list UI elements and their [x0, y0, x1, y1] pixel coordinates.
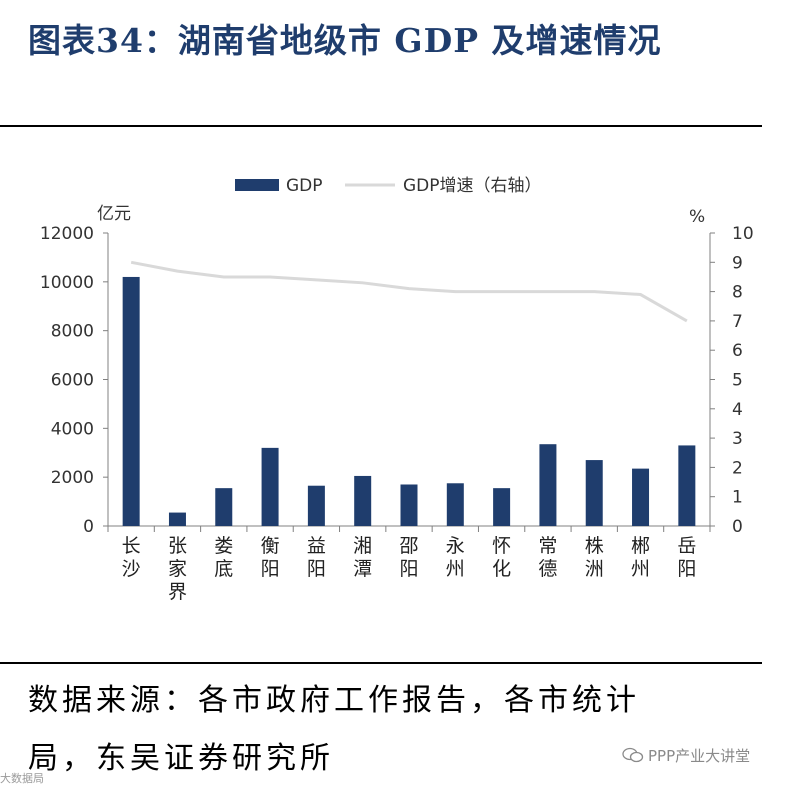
left-tick-label: 10000 — [40, 273, 94, 293]
category-label: 永州 — [446, 535, 465, 580]
legend-label-gdp: GDP — [286, 176, 323, 196]
gdp-bar — [585, 460, 603, 526]
category-label: 长沙 — [122, 535, 141, 580]
top-rule — [0, 125, 762, 127]
right-tick-label: 9 — [732, 253, 743, 273]
category-label: 益阳 — [307, 535, 326, 580]
right-tick-label: 5 — [732, 371, 743, 391]
gdp-chart: 0 2000 4000 6000 8000 10000 12000 0 1 2 3 4 5 6 7 8 9 10 亿… — [40, 176, 754, 603]
category-label: 邵阳 — [399, 535, 418, 580]
right-tick-label: 2 — [732, 458, 743, 478]
gdp-bar — [168, 512, 186, 526]
right-tick-label: 4 — [732, 400, 743, 420]
gdp-bar — [122, 276, 140, 526]
source-line-1: 数据来源：各市政府工作报告，各市统计 — [28, 683, 640, 718]
right-tick-label: 10 — [732, 224, 754, 244]
watermark-right-text: PPP产业大讲堂 — [648, 747, 751, 765]
gdp-bar — [354, 475, 372, 526]
right-tick-label: 1 — [732, 488, 743, 508]
wechat-icon — [622, 747, 644, 763]
right-tick-label: 6 — [732, 341, 743, 361]
left-tick-label: 12000 — [40, 224, 94, 244]
category-label: 常德 — [538, 535, 557, 580]
gdp-bar — [632, 468, 650, 526]
gdp-bar — [446, 483, 464, 526]
gdp-bar — [493, 488, 511, 526]
left-tick-label: 6000 — [51, 371, 94, 391]
gdp-bar — [539, 444, 557, 526]
gdp-bar — [307, 485, 325, 526]
legend-label-growth: GDP增速（右轴） — [403, 176, 542, 196]
right-tick-label: 0 — [732, 517, 743, 537]
source-line-2: 局，东吴证券研究所 — [28, 741, 334, 776]
watermark-left: 大数据局 — [0, 772, 44, 785]
left-tick-label: 8000 — [51, 322, 94, 342]
bottom-rule — [0, 662, 762, 664]
source-note: 数据来源：各市政府工作报告，各市统计 局，东吴证券研究所 — [28, 672, 768, 788]
gdp-bar — [400, 484, 418, 526]
figure-title: 图表34：湖南省地级市 GDP 及增速情况 — [28, 21, 662, 60]
right-tick-label: 3 — [732, 429, 743, 449]
gdp-bar — [678, 445, 696, 526]
right-axis-unit: % — [689, 207, 705, 227]
category-label: 湘潭 — [353, 535, 372, 580]
left-tick-label: 4000 — [51, 419, 94, 439]
category-label: 怀化 — [492, 535, 511, 580]
category-label: 郴州 — [631, 535, 650, 580]
category-label: 张家界 — [168, 535, 187, 603]
category-label: 株洲 — [585, 535, 604, 580]
left-tick-label: 2000 — [51, 468, 94, 488]
category-label: 岳阳 — [677, 535, 696, 580]
left-axis-unit: 亿元 — [97, 204, 131, 224]
category-label: 衡阳 — [261, 535, 280, 580]
category-label: 娄底 — [214, 535, 233, 580]
right-tick-label: 7 — [732, 312, 743, 332]
left-tick-label: 0 — [83, 517, 94, 537]
right-tick-label: 8 — [732, 283, 743, 303]
gdp-bar — [215, 488, 233, 526]
growth-line — [130, 260, 688, 323]
gdp-bar — [261, 447, 279, 526]
watermark-right: PPP产业大讲堂 — [622, 745, 750, 766]
legend-swatch-gdp — [235, 179, 279, 191]
